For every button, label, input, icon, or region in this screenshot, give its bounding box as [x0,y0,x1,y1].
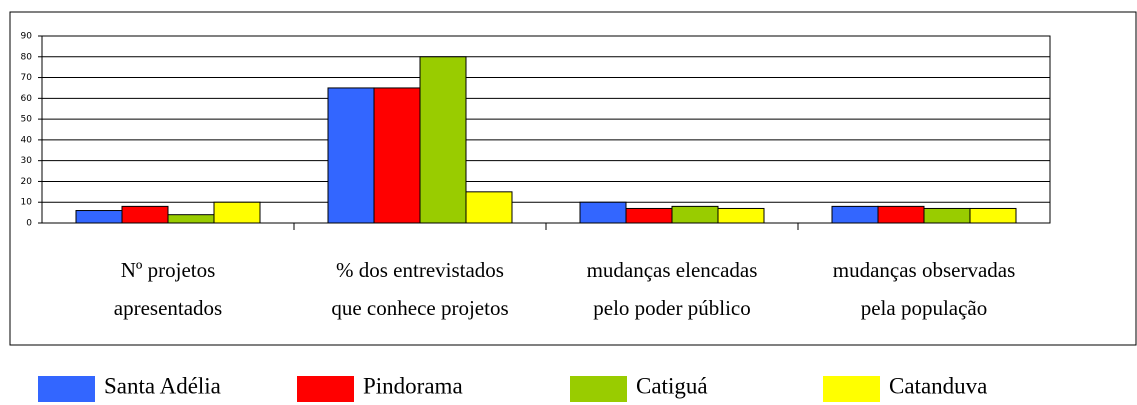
legend-label: Catiguá [636,373,708,398]
x-tick-label: mudanças elencadas pelo poder público [587,258,758,320]
x-tick-label-line: apresentados [114,296,222,320]
y-tick-label: 70 [21,73,33,83]
y-tick-label: 20 [21,177,33,187]
legend-swatch [570,376,627,402]
x-tick-label: Nº projetos apresentados [114,258,222,320]
x-tick-label-line: que conhece projetos [331,296,508,320]
bar [465,191,513,224]
legend-swatch [38,376,95,402]
bar [923,207,971,224]
bar [831,205,879,224]
legend-swatch [823,376,880,402]
y-tick-label: 60 [21,94,33,104]
bar [877,205,925,224]
x-tick-label: mudanças observadas pela população [833,258,1016,320]
legend-label: Pindorama [363,373,463,398]
legend-swatch [297,376,354,402]
y-tick-label: 30 [21,156,33,166]
bar [75,210,123,224]
y-tick-label: 90 [21,32,33,42]
chart-frame [9,11,1137,346]
bar [579,201,627,224]
bar [327,87,375,224]
x-tick-label-line: % dos entrevistados [336,258,504,282]
x-tick-label-line: mudanças elencadas [587,258,758,282]
y-tick-label: 10 [21,198,33,208]
y-tick-label: 80 [21,52,33,62]
legend-label: Santa Adélia [104,373,221,398]
bar [213,201,261,224]
x-tick-label-line: pela população [861,296,988,320]
plot-area [41,35,1051,224]
bar [167,214,215,224]
bar [717,207,765,224]
y-tick-label: 50 [21,115,33,125]
legend-label: Catanduva [889,373,987,398]
x-tick-label-line: pelo poder público [593,296,750,320]
y-tick-label: 40 [21,135,33,145]
bar [419,56,467,224]
bar [969,207,1017,224]
x-tick-label-line: Nº projetos [121,258,216,282]
bar [671,205,719,224]
x-tick-label: % dos entrevistados que conhece projetos [331,258,508,320]
bar [373,87,421,224]
bar [625,207,673,224]
y-tick-label: 0 [26,219,32,229]
x-tick-label-line: mudanças observadas [833,258,1016,282]
bar [121,205,169,224]
